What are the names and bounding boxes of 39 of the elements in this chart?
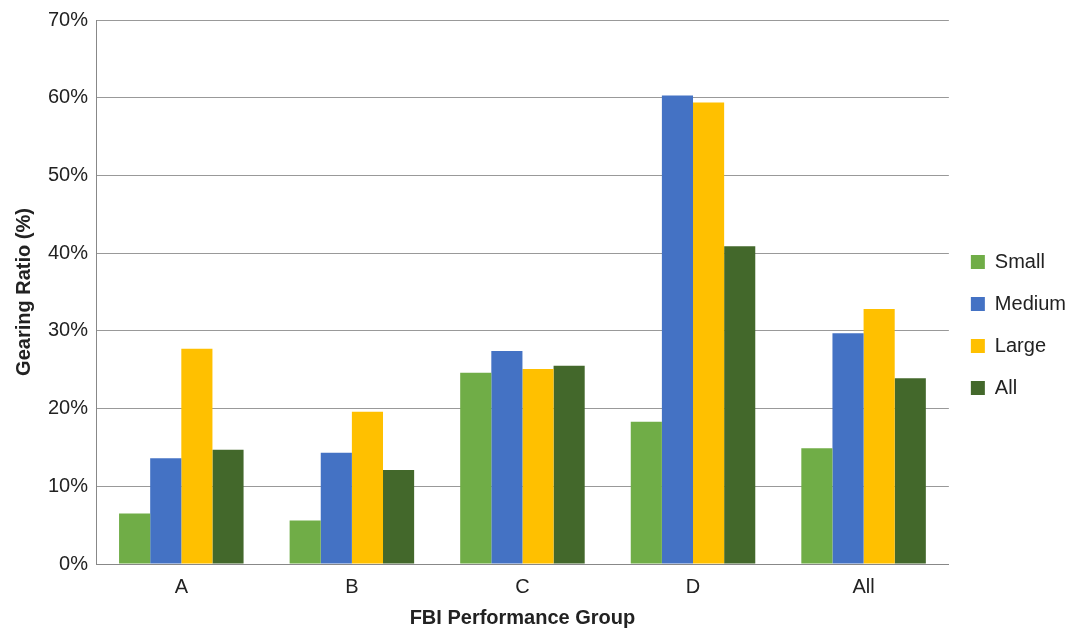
legend-label: Large [994, 333, 1047, 356]
legend-label: Small [994, 249, 1045, 272]
bar [289, 520, 321, 564]
y-tick-label: 20% [48, 396, 89, 419]
y-axis-title: Gearing Ratio (%) [11, 208, 34, 376]
y-tick-label: 70% [48, 7, 89, 30]
y-tick-label: 60% [48, 85, 89, 108]
bar [724, 246, 756, 564]
y-tick-label: 0% [59, 551, 89, 574]
bar [351, 411, 384, 564]
legend-label: All [994, 375, 1018, 398]
bar [832, 333, 864, 564]
y-tick-label: 10% [48, 473, 89, 496]
bar [693, 102, 725, 564]
x-tick-label: A [174, 574, 189, 597]
bar [661, 95, 694, 564]
x-axis-title: FBI Performance Group [409, 605, 636, 628]
bar [553, 365, 585, 564]
bar [630, 421, 662, 564]
x-tick-label: B [345, 574, 359, 597]
y-tick-label: 40% [48, 240, 89, 263]
bar [894, 378, 926, 564]
bar [522, 368, 554, 564]
x-tick-label: D [685, 574, 701, 597]
bar [863, 309, 895, 564]
y-tick-label: 30% [48, 318, 89, 341]
bar [491, 351, 523, 564]
bar [212, 449, 244, 564]
bar [383, 469, 415, 564]
bar [320, 452, 352, 564]
x-tick-label: C [515, 574, 530, 597]
bar [801, 448, 833, 564]
bar [119, 513, 151, 564]
x-tick-label: All [852, 574, 875, 597]
y-tick-label: 50% [48, 162, 89, 185]
bar [181, 348, 213, 564]
legend-label: Medium [994, 291, 1067, 314]
bar [460, 372, 492, 564]
bar [150, 458, 182, 564]
